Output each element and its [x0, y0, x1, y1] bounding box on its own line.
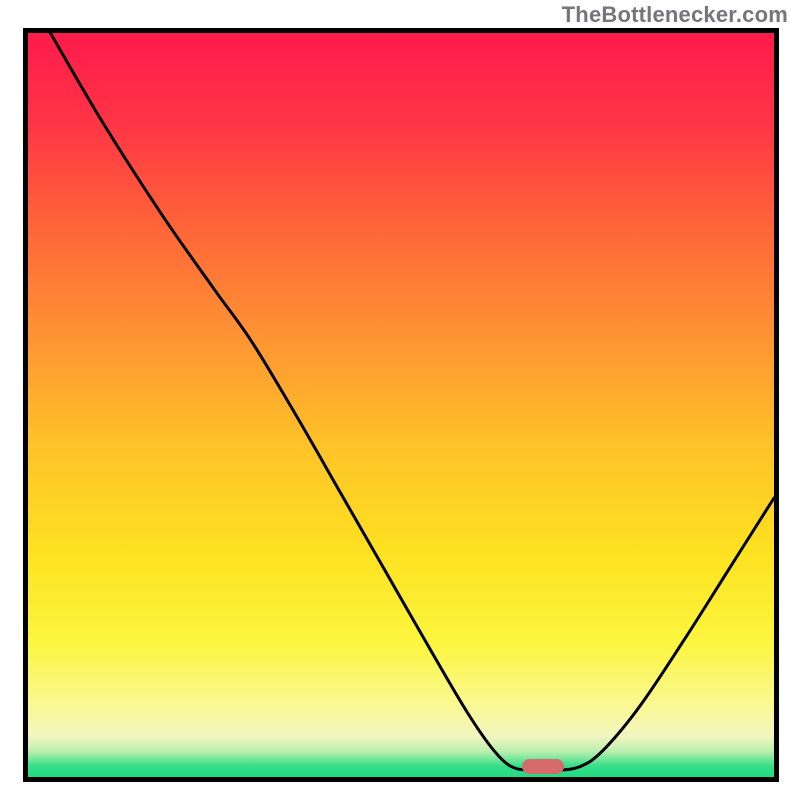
plot-area	[23, 28, 779, 782]
plot-border-left	[23, 28, 28, 782]
watermark-text: TheBottlenecker.com	[562, 2, 788, 28]
bottleneck-curve	[23, 28, 779, 782]
optimal-point-marker	[522, 759, 564, 774]
chart-container: TheBottlenecker.com	[0, 0, 800, 800]
plot-border-top	[23, 28, 779, 33]
plot-border-right	[774, 28, 779, 782]
plot-border-bottom	[23, 777, 779, 782]
